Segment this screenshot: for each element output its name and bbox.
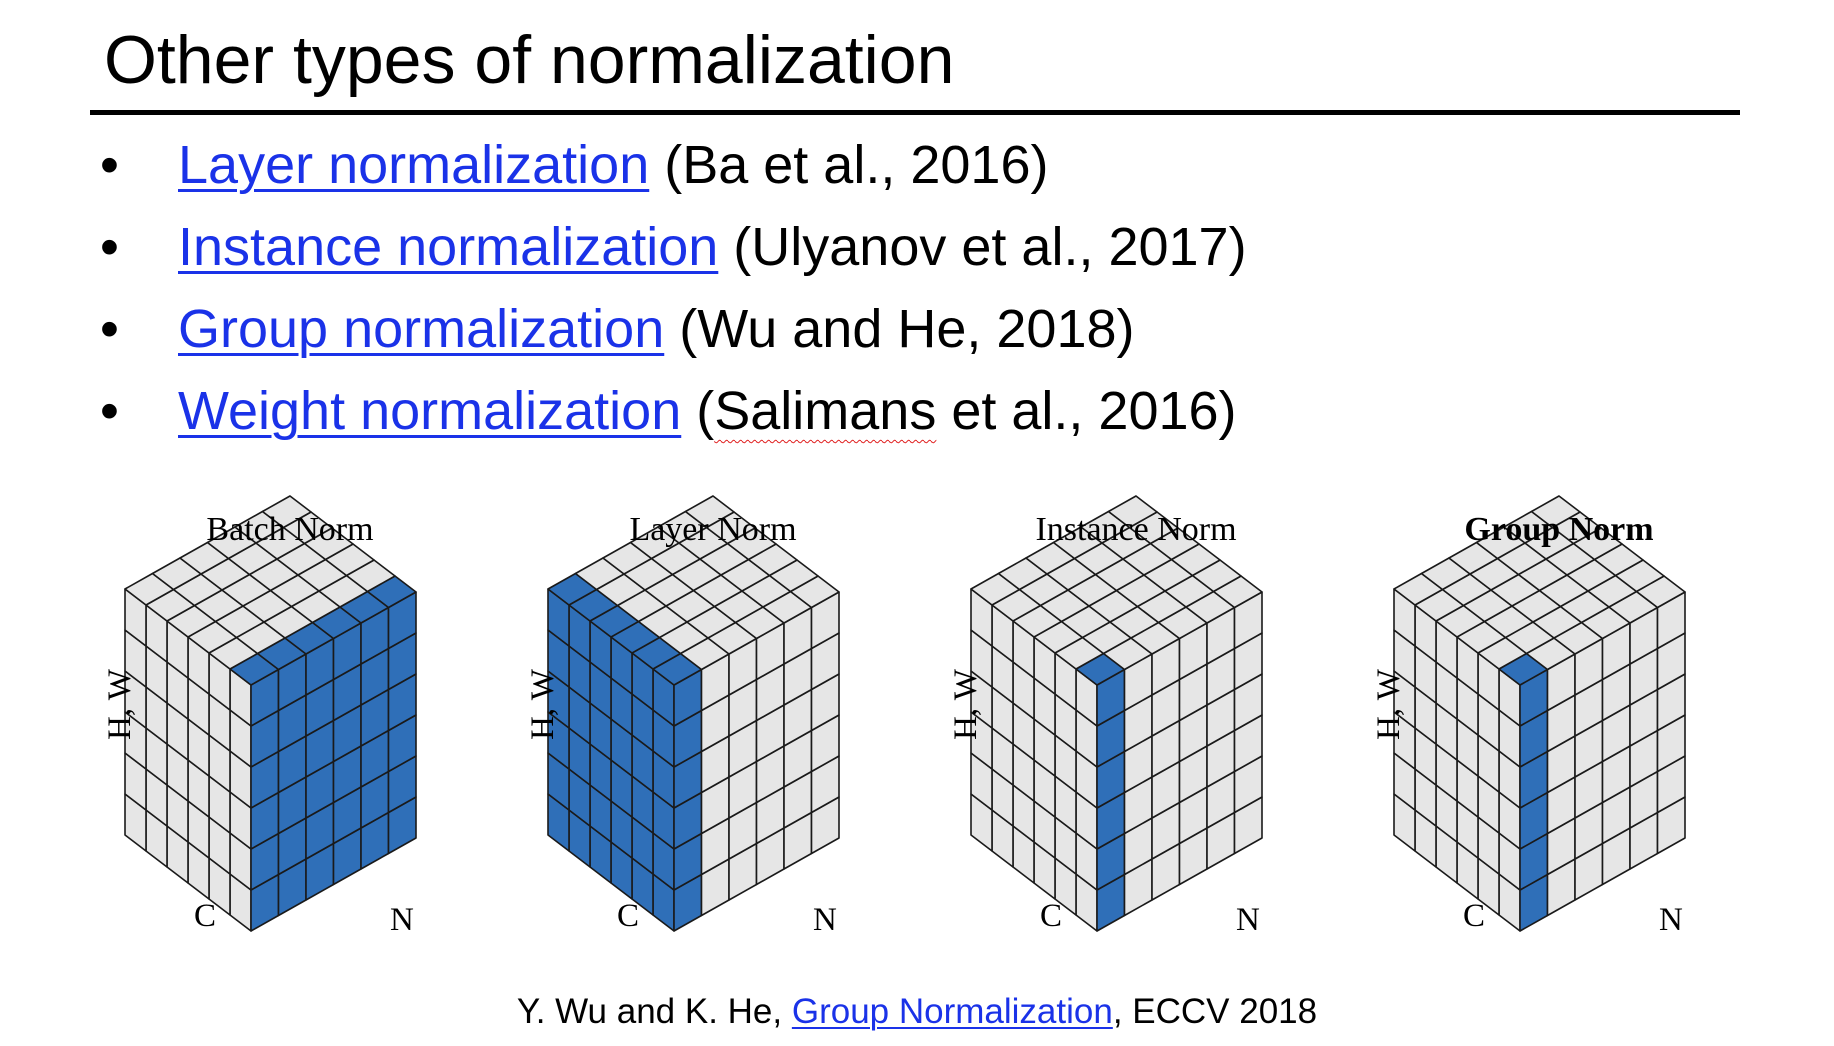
figure-caption: Y. Wu and K. He, Group Normalization, EC… (0, 990, 1834, 1034)
bullet-citation: (Ba et al., 2016) (649, 135, 1049, 195)
bullet-dot: • (100, 135, 119, 195)
bullet-item-group-norm: • Group normalization (Wu and He, 2018) (100, 288, 1247, 370)
axis-label-c: C (194, 898, 217, 934)
cell (1530, 495, 1581, 529)
bullet-citation: (Ulyanov et al., 2017) (718, 217, 1247, 277)
bullet-dot: • (100, 381, 119, 441)
bullet-item-instance-norm: • Instance normalization (Ulyanov et al.… (100, 206, 1247, 288)
bullet-dot: • (100, 299, 119, 359)
bullet-citation-open: ( (681, 381, 715, 441)
bullet-list: • Layer normalization (Ba et al., 2016) … (100, 124, 1247, 452)
axis-label-hw: H, W (525, 669, 561, 740)
axis-label-hw: H, W (102, 669, 138, 740)
caption-authors: Y. Wu and K. He, (516, 992, 792, 1031)
axis-label-n: N (390, 902, 414, 938)
axis-label-c: C (1463, 898, 1486, 934)
cell (1107, 495, 1158, 529)
batch-norm-cube (124, 495, 417, 932)
bullet-item-weight-norm: • Weight normalization (Salimans et al.,… (100, 370, 1247, 452)
instance-norm-cube (970, 495, 1263, 932)
layer-norm-cube (547, 495, 840, 932)
bullet-item-layer-norm: • Layer normalization (Ba et al., 2016) (100, 124, 1247, 206)
group-norm-title: Group Norm (1464, 511, 1654, 548)
slide-title: Other types of normalization (104, 22, 955, 98)
bullet-citation: (Wu and He, 2018) (664, 299, 1135, 359)
cell (684, 495, 735, 529)
group-normalization-paper-link[interactable]: Group Normalization (791, 992, 1113, 1031)
axis-label-n: N (813, 902, 837, 938)
axis-label-hw: H, W (1371, 669, 1407, 740)
bullet-dot: • (100, 217, 119, 277)
axis-label-hw: H, W (948, 669, 984, 740)
batch-norm-title: Batch Norm (206, 511, 374, 548)
layer-norm-title: Layer Norm (629, 511, 797, 548)
layer-normalization-link[interactable]: Layer normalization (178, 135, 650, 195)
axis-label-n: N (1236, 902, 1260, 938)
instance-norm-title: Instance Norm (1035, 511, 1237, 548)
bullet-citation-rest: et al., 2016) (936, 381, 1237, 441)
weight-normalization-link[interactable]: Weight normalization (178, 381, 682, 441)
layer-norm-panel: Layer Norm H, W C N (523, 495, 903, 960)
cell (261, 495, 312, 529)
axis-label-c: C (617, 898, 640, 934)
group-normalization-link[interactable]: Group normalization (178, 299, 665, 359)
axis-label-c: C (1040, 898, 1063, 934)
spellcheck-flagged-word[interactable]: Salimans (714, 381, 937, 441)
group-norm-cube (1393, 495, 1686, 932)
group-norm-panel: Group Norm H, W C N (1369, 495, 1749, 960)
axis-label-n: N (1659, 902, 1683, 938)
title-divider (90, 110, 1740, 115)
instance-norm-panel: Instance Norm H, W C N (946, 495, 1326, 960)
instance-normalization-link[interactable]: Instance normalization (178, 217, 719, 277)
batch-norm-panel: Batch Norm H, W C N (100, 495, 480, 960)
caption-venue: , ECCV 2018 (1112, 992, 1318, 1031)
